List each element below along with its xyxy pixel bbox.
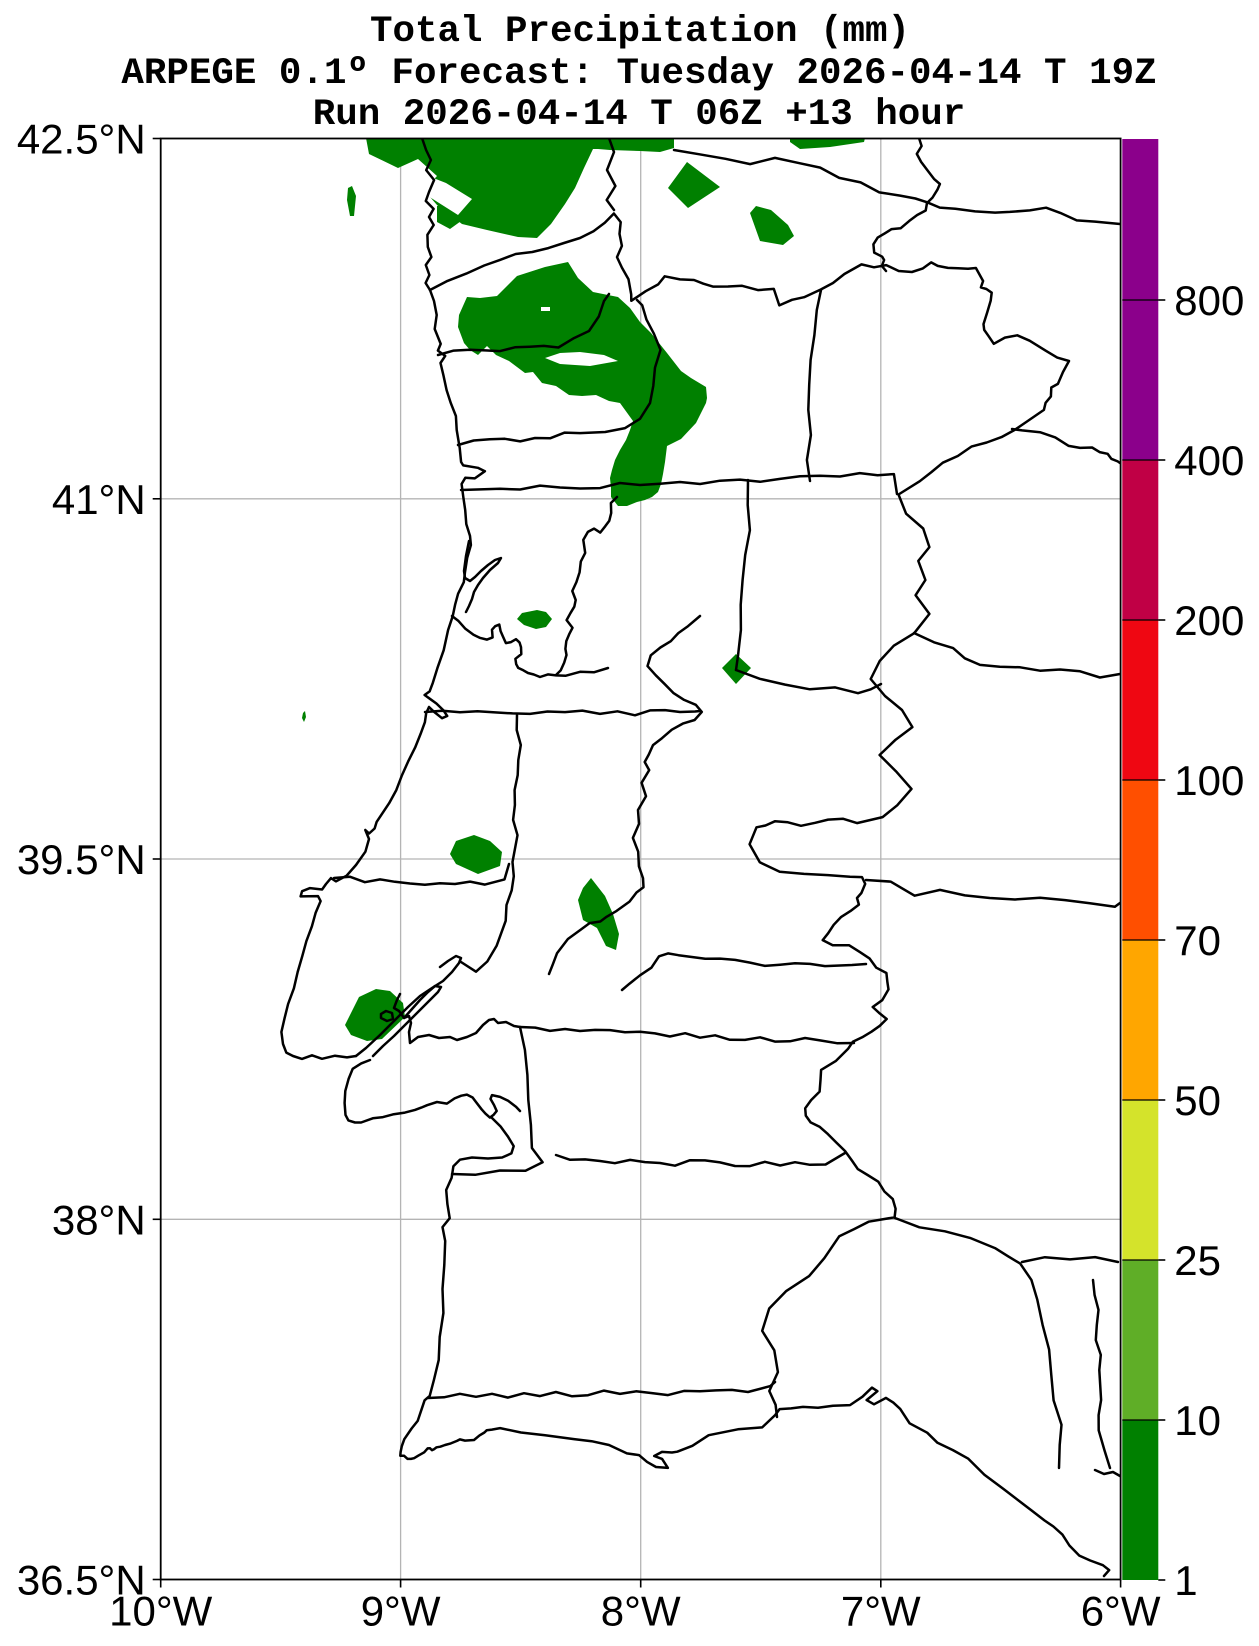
svg-text:41°N: 41°N <box>52 476 146 523</box>
svg-text:8°W: 8°W <box>601 1588 681 1635</box>
svg-text:10: 10 <box>1174 1397 1221 1444</box>
svg-text:70: 70 <box>1174 917 1221 964</box>
svg-text:ARPEGE 0.1º Forecast: Tuesday: ARPEGE 0.1º Forecast: Tuesday 2026-04-14… <box>121 53 1156 95</box>
svg-text:400: 400 <box>1174 437 1244 484</box>
svg-text:38°N: 38°N <box>52 1196 146 1243</box>
svg-text:10°W: 10°W <box>109 1588 213 1635</box>
svg-text:100: 100 <box>1174 757 1244 804</box>
svg-text:1: 1 <box>1174 1557 1197 1604</box>
svg-text:6°W: 6°W <box>1081 1588 1161 1635</box>
svg-text:7°W: 7°W <box>841 1588 921 1635</box>
svg-text:39.5°N: 39.5°N <box>17 836 146 883</box>
svg-text:42.5°N: 42.5°N <box>17 116 146 163</box>
svg-text:50: 50 <box>1174 1077 1221 1124</box>
svg-text:Total Precipitation (mm): Total Precipitation (mm) <box>370 11 910 53</box>
svg-text:36.5°N: 36.5°N <box>17 1557 146 1604</box>
svg-text:200: 200 <box>1174 597 1244 644</box>
svg-text:800: 800 <box>1174 277 1244 324</box>
svg-text:Run 2026-04-14 T 06Z +13 hour: Run 2026-04-14 T 06Z +13 hour <box>313 94 966 136</box>
svg-text:9°W: 9°W <box>361 1588 441 1635</box>
svg-text:25: 25 <box>1174 1237 1221 1284</box>
